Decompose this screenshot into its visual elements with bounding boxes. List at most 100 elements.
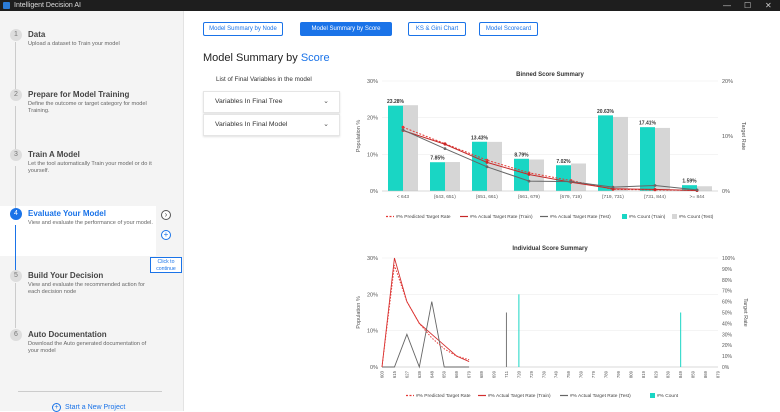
actual-train-rate-line	[381, 257, 470, 368]
click-to-continue-tooltip: Click to continue	[150, 257, 182, 273]
step-number: 5	[10, 270, 22, 282]
tab-model-scorecard[interactable]: Model Scorecard	[479, 22, 538, 36]
x-tick-label: [651, 661)	[476, 194, 498, 200]
x-tick-label: 759	[566, 370, 571, 378]
step-connector	[15, 166, 16, 208]
legend-label: #% Predicted Target Rate	[396, 214, 451, 220]
app-title: Intelligent Decision AI	[14, 2, 81, 9]
y-tick-label: 20%	[367, 292, 378, 298]
y2-axis-label: Target Rate	[742, 298, 748, 326]
title-bar: Intelligent Decision AI — ☐ ✕	[0, 0, 780, 11]
accordion-label: Variables In Final Model	[215, 121, 288, 128]
step-description: View and evaluate the recommended action…	[28, 282, 145, 295]
x-tick-label: 720	[516, 370, 521, 378]
page-title: Model Summary by Score	[203, 52, 330, 64]
x-tick-label: [679, 719)	[560, 194, 582, 200]
step-description: Upload a dataset to Train your model	[28, 41, 120, 47]
data-label: 8.79%	[514, 152, 529, 158]
bar-train	[640, 127, 655, 191]
step-description: Define the outcome or target category fo…	[28, 101, 147, 114]
x-tick-label: 819	[641, 370, 646, 378]
target-rate-point	[443, 142, 447, 146]
navigate-icon[interactable]: ›	[161, 210, 171, 220]
bar-test	[655, 127, 670, 191]
step-number: 2	[10, 89, 22, 101]
start-new-project-label: Start a New Project	[65, 404, 126, 411]
step-connector	[15, 106, 16, 152]
step-number: 3	[10, 149, 22, 161]
legend-label: #% Actual Target Rate (Test)	[570, 393, 631, 399]
bar-train	[682, 185, 697, 191]
x-tick-label: 679	[467, 370, 472, 378]
bar-test	[403, 105, 418, 191]
legend-label: #% Count (Test)	[679, 214, 714, 220]
y-axis-label: Population %	[356, 120, 362, 153]
step-title: Prepare for Model Training	[28, 90, 130, 99]
y-tick-label: 0%	[370, 365, 378, 371]
x-tick-label: 779	[591, 370, 596, 378]
target-rate-point	[653, 187, 657, 191]
target-rate-point	[401, 128, 405, 132]
x-tick-label: 648	[429, 370, 434, 378]
x-tick-label: [661, 679)	[518, 194, 540, 200]
y-tick-label: 10%	[367, 152, 378, 158]
y-tick-label: 10%	[367, 329, 378, 335]
step-title: Data	[28, 30, 46, 39]
y2-tick-label: 100%	[722, 256, 735, 262]
tab-model-summary-by-node[interactable]: Model Summary by Node	[203, 22, 283, 36]
step-number: 6	[10, 329, 22, 341]
y2-tick-label: 90%	[722, 267, 733, 273]
y2-tick-label: 70%	[722, 289, 733, 295]
active-step-highlight	[0, 206, 156, 256]
maximize-icon[interactable]: ☐	[744, 1, 752, 10]
y2-tick-label: 20%	[722, 79, 733, 85]
y-tick-label: 30%	[367, 79, 378, 85]
page-title-accent: Score	[300, 52, 330, 64]
target-rate-point	[611, 185, 615, 189]
y2-tick-label: 0%	[722, 189, 730, 195]
target-rate-point	[527, 173, 531, 176]
target-rate-point	[485, 165, 489, 169]
x-tick-label: >= 844	[690, 194, 705, 200]
y2-tick-label: 30%	[722, 332, 733, 338]
legend-label: #% Count	[657, 393, 679, 399]
sidebar: 1 Data Upload a dataset to Train your mo…	[0, 11, 184, 412]
bar-test	[571, 163, 586, 191]
add-icon[interactable]: +	[161, 230, 171, 240]
x-tick-label: 689	[479, 370, 484, 378]
step-title: Evaluate Your Model	[28, 209, 106, 218]
x-tick-label: 615	[392, 370, 397, 378]
x-tick-label: 739	[541, 370, 546, 378]
target-rate-point	[527, 179, 531, 183]
legend-label: #% Actual Target Rate (Train)	[470, 214, 533, 220]
tab-model-summary-by-score[interactable]: Model Summary by Score	[300, 22, 392, 36]
variables-in-final-tree-accordion[interactable]: Variables In Final Tree ⌄	[203, 91, 340, 113]
y2-tick-label: 60%	[722, 300, 733, 306]
step-connector	[15, 225, 16, 271]
minimize-icon[interactable]: —	[723, 1, 731, 10]
x-tick-label: 603	[380, 370, 385, 378]
y2-tick-label: 20%	[722, 343, 733, 349]
variables-in-final-model-accordion[interactable]: Variables In Final Model ⌄	[203, 114, 340, 136]
x-tick-label: 859	[691, 370, 696, 378]
step-connector	[15, 42, 16, 90]
x-tick-label: 699	[492, 370, 497, 378]
y-tick-label: 0%	[370, 189, 378, 195]
data-label: 13.43%	[471, 135, 489, 141]
page-title-prefix: Model Summary by	[203, 52, 298, 64]
tab-ks-gini-chart[interactable]: KS & Gini Chart	[408, 22, 466, 36]
bar-test	[613, 116, 628, 191]
individual-score-summary-chart: Individual Score Summary 0% 10% 20% 30% 0% 10%…	[356, 246, 748, 399]
y-tick-label: 30%	[367, 256, 378, 262]
target-rate-point	[485, 161, 489, 164]
step-number: 1	[10, 29, 22, 41]
step-description: View and evaluate the performance of you…	[28, 220, 153, 226]
y-tick-label: 20%	[367, 116, 378, 122]
x-tick-label: 829	[653, 370, 658, 378]
close-icon[interactable]: ✕	[765, 1, 772, 10]
y2-axis-label: Target Rate	[740, 122, 746, 150]
x-tick-label: < 643	[397, 194, 409, 200]
y2-tick-label: 10%	[722, 354, 733, 360]
legend-label: #% Count (Train)	[629, 214, 666, 220]
bar-train	[430, 162, 445, 191]
